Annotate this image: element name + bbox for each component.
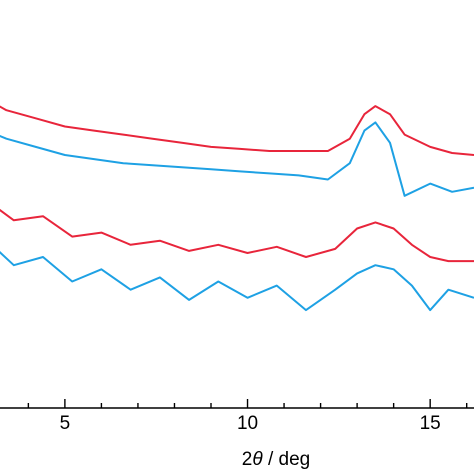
series-line-1 [0,105,474,156]
series-line-3 [0,208,474,263]
series-line-2 [0,121,474,197]
series-layer [0,105,474,312]
x-tick-label: 5 [60,413,71,434]
x-axis-label: 2θ / deg [242,449,310,470]
x-tick-label: 15 [420,413,441,434]
x-tick-label: 10 [237,413,258,434]
series-line-4 [0,251,474,312]
x-axis: 5 10 15 [0,399,474,434]
